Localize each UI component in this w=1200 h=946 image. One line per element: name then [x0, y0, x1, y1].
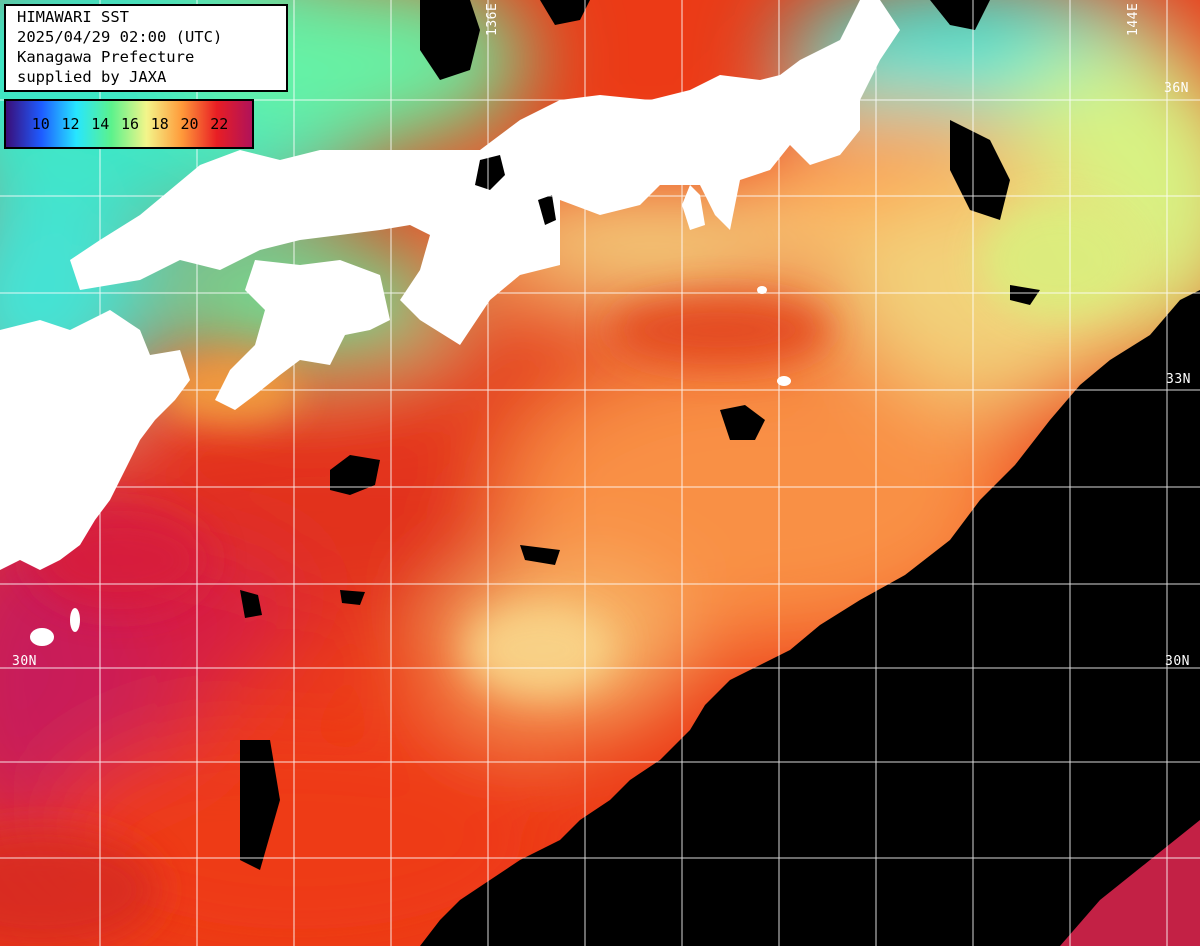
legend-tick-20: 20: [180, 115, 199, 133]
sst-southeast-corner: [1060, 820, 1200, 946]
lat-label-30n-right: 30N: [1165, 654, 1190, 669]
lat-label-36n: 36N: [1164, 81, 1189, 96]
region-label: Kanagawa Prefecture: [17, 48, 195, 66]
sst-detail: [0, 200, 1140, 946]
legend-tick-22: 22: [210, 115, 229, 133]
temperature-legend: 10 12 14 16 18 20 22: [4, 99, 254, 149]
legend-tick-12: 12: [61, 115, 80, 133]
cloud-streak-east: [1040, 330, 1200, 460]
legend-tick-18: 18: [150, 115, 169, 133]
lat-label-30n-left: 30N: [12, 654, 37, 669]
lon-label-144e: 144E: [1126, 2, 1141, 36]
lon-label-136e: 136E: [485, 2, 500, 36]
observation-datetime: 2025/04/29 02:00 (UTC): [17, 28, 223, 46]
cloud-patches: [240, 120, 1040, 870]
legend-tick-16: 16: [120, 115, 139, 133]
cloud-mask: [420, 290, 1200, 946]
info-box: HIMAWARI SST 2025/04/29 02:00 (UTC) Kana…: [4, 4, 288, 92]
credit-label: supplied by JAXA: [17, 68, 167, 86]
legend-tick-10: 10: [31, 115, 50, 133]
legend-tick-14: 14: [91, 115, 110, 133]
map-title: HIMAWARI SST: [17, 8, 129, 26]
land-no-data: [420, 0, 990, 225]
lat-label-33n: 33N: [1166, 372, 1191, 387]
